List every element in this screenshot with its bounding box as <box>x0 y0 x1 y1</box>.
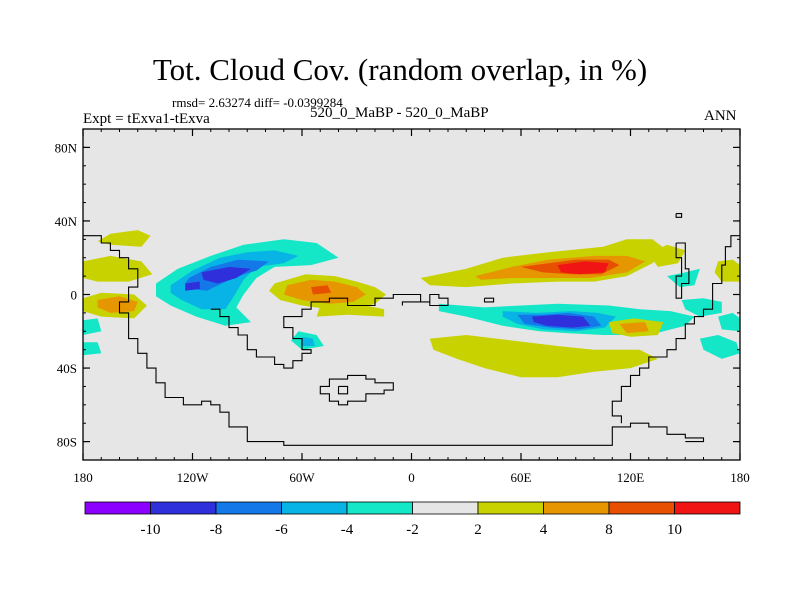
anomaly-central-negative-patches-2 <box>302 336 315 346</box>
colorbar-box <box>674 501 741 515</box>
anomaly-far-east-negative-2 <box>718 312 740 332</box>
x-tick-label: 120E <box>617 470 645 485</box>
anomaly-western-negative-core-2 <box>185 281 200 291</box>
axis-layer: 180 120W 60W 0 60E 120E 180 80N 40N 0 40S 80S <box>55 128 750 485</box>
colorbar: -10 -8 -6 -4 -2 2 4 8 10 <box>84 501 741 538</box>
x-tick-label: 120W <box>177 470 210 485</box>
coastline-paleo-continent-center <box>210 293 449 369</box>
colorbar-box <box>608 501 675 515</box>
colorbar-label: -10 <box>141 522 161 538</box>
coastline-paleo-southern-island-2 <box>337 385 349 395</box>
colorbar-box <box>346 501 413 515</box>
experiment-label: Expt = tExva1-tExva <box>83 111 210 127</box>
colorbar-label: 10 <box>667 522 682 538</box>
colorbar-label: 4 <box>540 522 548 538</box>
x-tick-label: 60E <box>511 470 532 485</box>
colorbar-label: -8 <box>210 522 223 538</box>
coastline-paleo-mid-tiny <box>483 297 495 303</box>
anomaly-central-positive-core-2 <box>311 285 332 295</box>
coastline-paleo-eastern-coast <box>611 235 740 424</box>
y-tick-label: 40S <box>57 361 77 376</box>
colorbar-label: 2 <box>474 522 482 538</box>
colorbar-label: -6 <box>275 522 288 538</box>
coastline-paleo-southern-island <box>319 374 394 406</box>
y-tick-label: 0 <box>71 288 78 303</box>
colorbar-box <box>543 501 610 515</box>
anomaly-eastern-small-patch-2 <box>681 298 722 317</box>
colorbar-box <box>215 501 282 515</box>
y-tick-label: 80N <box>55 140 78 155</box>
rmsd-diff-label: rmsd= 2.63274 diff= -0.0399284 <box>172 95 343 110</box>
anomaly-eastern-positive-core <box>557 261 609 275</box>
season-label: ANN <box>704 108 737 124</box>
chart-title: Tot. Cloud Cov. (random overlap, in %) <box>152 52 648 87</box>
anomaly-east-positive-mid-core <box>619 322 649 334</box>
anomaly-southern-positive-band <box>429 335 658 378</box>
x-tick-label: 180 <box>73 470 93 485</box>
anomaly-far-west-negative <box>83 318 102 335</box>
y-tick-label: 80S <box>57 435 77 450</box>
colorbar-box <box>412 501 479 515</box>
anomaly-far-east-positive <box>714 259 740 282</box>
case-label: 520_0_MaBP - 520_0_MaBP <box>310 105 489 121</box>
colorbar-label: 8 <box>605 522 613 538</box>
colorbar-box <box>84 501 151 515</box>
coastline-paleo-east-inset <box>675 242 690 299</box>
anomaly-western-negative-core <box>201 266 251 284</box>
coastline-layer <box>83 213 740 446</box>
colorbar-label: -4 <box>341 522 354 538</box>
colorbar-box <box>477 501 544 515</box>
colorbar-box <box>281 501 348 515</box>
coastline-paleo-continent-west <box>83 235 705 446</box>
anomaly-far-west-negative-2 <box>83 342 102 356</box>
anomaly-eastern-negative-core <box>532 314 591 328</box>
x-tick-label: 180 <box>730 470 750 485</box>
anomaly-far-east-negative <box>699 335 740 359</box>
y-tick-label: 40N <box>55 214 78 229</box>
anomaly-western-negative-2 <box>170 250 299 310</box>
anomaly-eastern-small-patch <box>667 268 700 288</box>
colorbar-box <box>150 501 217 515</box>
x-tick-label: 0 <box>408 470 415 485</box>
anomaly-central-positive-small <box>316 303 385 317</box>
anomaly-tropical-atlantic-positive-core <box>97 296 138 313</box>
colorbar-label: -2 <box>406 522 419 538</box>
anomaly-north-pacific-positive <box>83 255 153 282</box>
coastline-paleo-east-tiny <box>675 213 683 218</box>
x-tick-label: 60W <box>289 470 315 485</box>
